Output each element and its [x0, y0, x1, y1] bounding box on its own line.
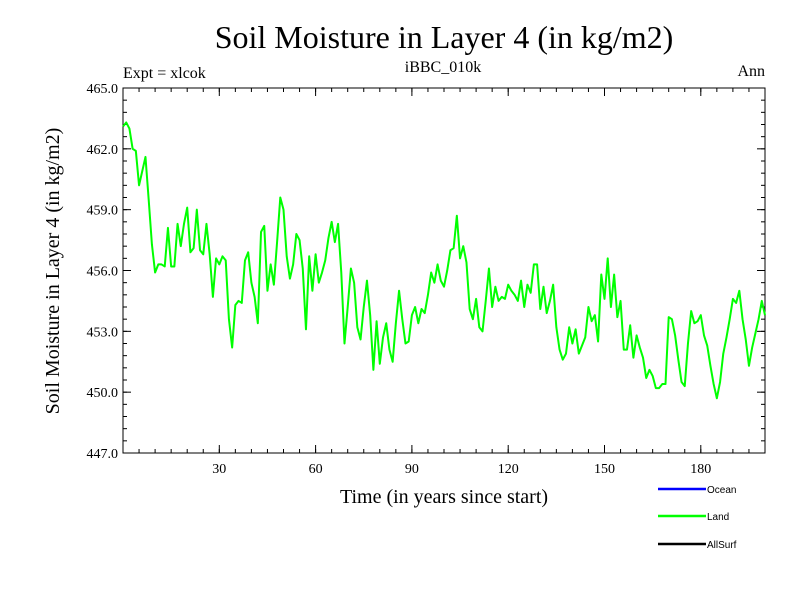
series-line-land — [122, 121, 766, 400]
legend-label-land: Land — [707, 512, 729, 523]
legend-label-allsurf: AllSurf — [707, 540, 737, 551]
x-tick-label: 30 — [212, 462, 226, 477]
x-tick-label: 180 — [690, 462, 711, 477]
plot-frame — [122, 87, 766, 454]
y-tick-label: 447.0 — [87, 447, 119, 462]
y-tick-label: 462.0 — [87, 143, 119, 158]
y-tick-label: 456.0 — [87, 265, 119, 280]
y-tick-label: 453.0 — [87, 325, 119, 340]
x-axis-label: Time (in years since start) — [340, 486, 548, 508]
y-tick-label: 450.0 — [87, 386, 119, 401]
legend-label-ocean: Ocean — [707, 485, 736, 496]
x-tick-label: 60 — [309, 462, 323, 477]
y-tick-label: 465.0 — [87, 82, 119, 97]
x-tick-label: 150 — [594, 462, 615, 477]
legend: Ocean Land AllSurf — [658, 485, 737, 551]
series-layer — [122, 121, 766, 400]
y-axis-label: Soil Moisture in Layer 4 (in kg/m2) — [42, 128, 64, 415]
ticks — [123, 87, 765, 454]
subtitle-left: Expt = xlcok — [123, 65, 206, 82]
y-tick-label: 459.0 — [87, 204, 119, 219]
x-tick-label: 120 — [498, 462, 519, 477]
tick-labels: 447.0 450.0 453.0 456.0 459.0 462.0 465.0 30 60 9… — [87, 82, 712, 477]
x-tick-label: 90 — [405, 462, 419, 477]
subtitle-center: iBBC_010k — [405, 59, 481, 76]
subtitle-right: Ann — [737, 63, 765, 80]
chart-title: Soil Moisture in Layer 4 (in kg/m2) — [215, 19, 674, 55]
